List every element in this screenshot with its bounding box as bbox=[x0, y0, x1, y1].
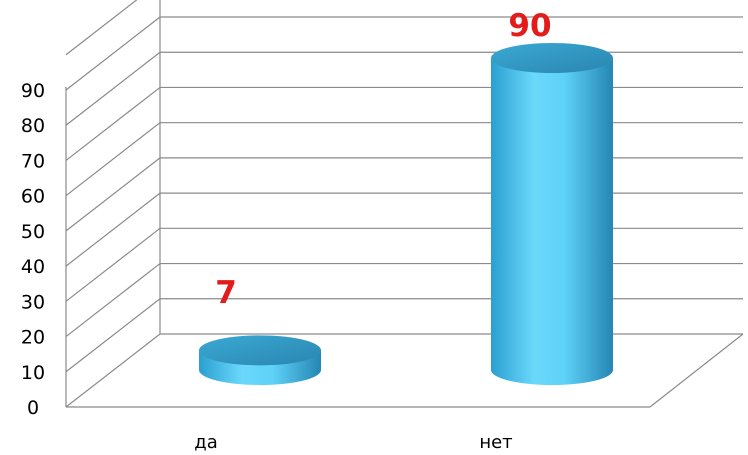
y-tick-label: 80 bbox=[21, 115, 45, 137]
y-tick-label: 20 bbox=[21, 327, 45, 349]
y-tick-label: 30 bbox=[21, 291, 45, 313]
gridline-side bbox=[65, 16, 161, 91]
bar-top bbox=[199, 335, 321, 366]
gridline-side bbox=[65, 157, 161, 232]
y-tick-label: 40 bbox=[21, 256, 45, 278]
floor-right-edge bbox=[649, 333, 744, 408]
x-axis-category-labels: да нет bbox=[194, 432, 512, 453]
gridlines bbox=[65, 0, 744, 408]
y-axis-tick-labels: 0 10 20 30 40 50 60 70 80 90 bbox=[21, 80, 45, 419]
bars bbox=[199, 43, 613, 385]
y-tick-label: 0 bbox=[27, 397, 39, 419]
bar-side bbox=[491, 58, 613, 385]
gridline-side bbox=[65, 192, 161, 267]
data-label: 90 bbox=[508, 8, 551, 44]
gridline-side bbox=[65, 333, 161, 408]
y-tick-label: 10 bbox=[21, 362, 45, 384]
y-tick-label: 90 bbox=[21, 80, 45, 102]
category-label: да bbox=[194, 432, 217, 453]
y-tick-label: 50 bbox=[21, 221, 45, 243]
y-tick-label: 60 bbox=[21, 186, 45, 208]
gridline-side bbox=[65, 227, 161, 302]
category-label: нет bbox=[479, 432, 512, 453]
gridline-side bbox=[65, 0, 138, 56]
gridline-side bbox=[65, 263, 161, 338]
gridline-side bbox=[65, 86, 161, 161]
bar-1 bbox=[491, 43, 613, 385]
gridline-side bbox=[65, 51, 161, 126]
gridline-side bbox=[65, 298, 161, 373]
data-label: 7 bbox=[215, 275, 237, 311]
y-tick-label: 70 bbox=[21, 150, 45, 172]
gridline-side bbox=[65, 122, 161, 197]
bar-top bbox=[491, 43, 613, 73]
bar-0 bbox=[199, 335, 321, 385]
data-labels: 7 90 bbox=[215, 8, 551, 311]
